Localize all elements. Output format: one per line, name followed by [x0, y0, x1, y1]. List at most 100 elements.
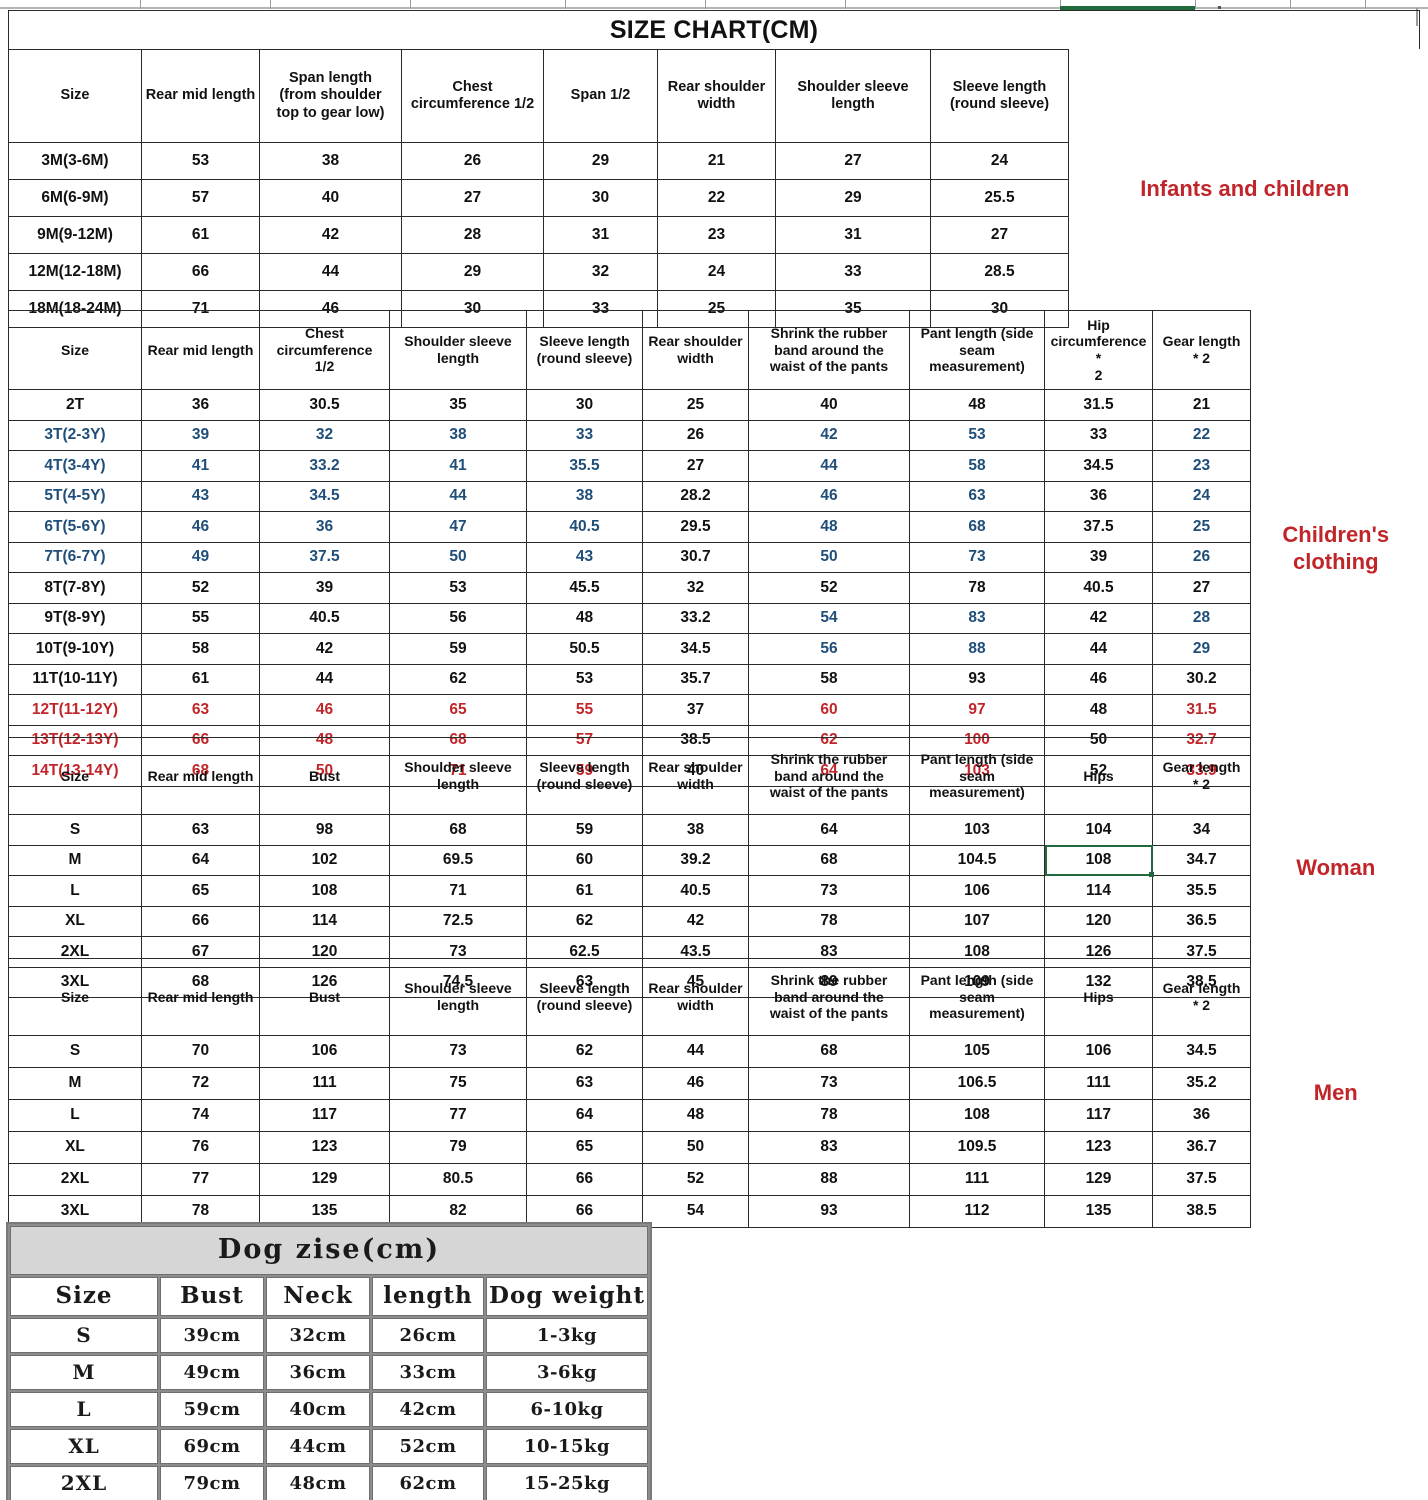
measurement-cell[interactable]: 57	[141, 179, 260, 217]
measurement-cell[interactable]: 97	[909, 694, 1045, 726]
measurement-cell[interactable]: 66	[141, 905, 260, 937]
measurement-cell[interactable]: 26	[642, 419, 749, 451]
measurement-cell[interactable]: 24	[657, 253, 776, 291]
dog-column-header[interactable]: length	[372, 1277, 484, 1316]
measurement-cell[interactable]: 21	[1152, 389, 1251, 421]
measurement-cell[interactable]: 46	[1044, 663, 1153, 695]
column-header[interactable]: Sleeve length (round sleeve)	[526, 737, 643, 815]
measurement-cell[interactable]: 114	[259, 905, 390, 937]
measurement-cell[interactable]: 22	[1152, 419, 1251, 451]
measurement-cell[interactable]: 39.2	[642, 844, 749, 876]
size-label-cell[interactable]: 8T(7-8Y)	[8, 572, 142, 604]
column-header[interactable]: Gear length * 2	[1152, 310, 1251, 390]
measurement-cell[interactable]: 111	[909, 1163, 1045, 1196]
measurement-cell[interactable]: 66	[141, 253, 260, 291]
dog-measurement-cell[interactable]: 49cm	[160, 1355, 264, 1390]
measurement-cell[interactable]: 62	[526, 905, 643, 937]
measurement-cell[interactable]: 34.5	[1044, 450, 1153, 482]
measurement-cell[interactable]: 40.5	[526, 511, 643, 543]
dog-size-label-cell[interactable]: S	[10, 1318, 158, 1353]
measurement-cell[interactable]: 28.2	[642, 480, 749, 512]
dog-size-label-cell[interactable]: L	[10, 1392, 158, 1427]
measurement-cell[interactable]: 40	[748, 389, 910, 421]
measurement-cell[interactable]: 53	[389, 572, 527, 604]
measurement-cell[interactable]: 33	[1044, 419, 1153, 451]
measurement-cell[interactable]: 29	[1152, 633, 1251, 665]
measurement-cell[interactable]: 83	[909, 602, 1045, 634]
measurement-cell[interactable]: 26	[1152, 541, 1251, 573]
column-header[interactable]: Sleeve length (round sleeve)	[526, 958, 643, 1036]
measurement-cell[interactable]: 111	[1044, 1067, 1153, 1100]
measurement-cell[interactable]: 36	[1044, 480, 1153, 512]
measurement-cell[interactable]: 40.5	[642, 875, 749, 907]
measurement-cell[interactable]: 36	[1152, 1099, 1251, 1132]
measurement-cell[interactable]: 50	[642, 1131, 749, 1164]
measurement-cell[interactable]: 58	[141, 633, 260, 665]
dog-column-header[interactable]: Neck	[266, 1277, 370, 1316]
measurement-cell[interactable]: 68	[748, 844, 910, 876]
measurement-cell[interactable]: 35.2	[1152, 1067, 1251, 1100]
measurement-cell[interactable]: 68	[909, 511, 1045, 543]
measurement-cell[interactable]: 54	[748, 602, 910, 634]
column-header[interactable]: Pant length (side seam measurement)	[909, 737, 1045, 815]
measurement-cell[interactable]: 28	[401, 216, 544, 254]
size-label-cell[interactable]: 11T(10-11Y)	[8, 663, 142, 695]
measurement-cell[interactable]: 43	[526, 541, 643, 573]
measurement-cell[interactable]: 50	[748, 541, 910, 573]
measurement-cell[interactable]: 32	[642, 572, 749, 604]
measurement-cell[interactable]: 64	[526, 1099, 643, 1132]
column-header[interactable]: Size	[8, 958, 142, 1036]
measurement-cell[interactable]: 38	[259, 142, 402, 180]
size-label-cell[interactable]: 6T(5-6Y)	[8, 511, 142, 543]
dog-measurement-cell[interactable]: 52cm	[372, 1429, 484, 1464]
dog-measurement-cell[interactable]: 48cm	[266, 1466, 370, 1500]
column-header[interactable]: Hip circumference * 2	[1044, 310, 1153, 390]
size-label-cell[interactable]: 12T(11-12Y)	[8, 694, 142, 726]
measurement-cell[interactable]: 98	[259, 814, 390, 846]
measurement-cell[interactable]: 66	[526, 1163, 643, 1196]
measurement-cell[interactable]: 68	[748, 1035, 910, 1068]
column-header[interactable]: Size	[8, 737, 142, 815]
measurement-cell[interactable]: 41	[389, 450, 527, 482]
dog-measurement-cell[interactable]: 39cm	[160, 1318, 264, 1353]
dog-measurement-cell[interactable]: 36cm	[266, 1355, 370, 1390]
measurement-cell[interactable]: 44	[259, 253, 402, 291]
column-header[interactable]: Span 1/2	[543, 49, 658, 143]
measurement-cell[interactable]: 44	[389, 480, 527, 512]
measurement-cell[interactable]: 34.5	[1152, 1035, 1251, 1068]
measurement-cell[interactable]: 102	[259, 844, 390, 876]
measurement-cell[interactable]: 44	[259, 663, 390, 695]
measurement-cell[interactable]: 78	[748, 905, 910, 937]
measurement-cell[interactable]: 36.7	[1152, 1131, 1251, 1164]
size-label-cell[interactable]: 3T(2-3Y)	[8, 419, 142, 451]
measurement-cell[interactable]: 63	[909, 480, 1045, 512]
dog-size-label-cell[interactable]: 2XL	[10, 1466, 158, 1500]
measurement-cell[interactable]: 108	[909, 1099, 1045, 1132]
measurement-cell[interactable]: 25.5	[930, 179, 1069, 217]
measurement-cell[interactable]: 36	[259, 511, 390, 543]
measurement-cell[interactable]: 44	[748, 450, 910, 482]
measurement-cell[interactable]: 25	[642, 389, 749, 421]
measurement-cell[interactable]: 37	[642, 694, 749, 726]
measurement-cell[interactable]: 63	[526, 1067, 643, 1100]
measurement-cell[interactable]: 45.5	[526, 572, 643, 604]
size-label-cell[interactable]: S	[8, 1035, 142, 1068]
measurement-cell[interactable]: 42	[642, 905, 749, 937]
column-header[interactable]: Chest circumference 1/2	[259, 310, 390, 390]
dog-measurement-cell[interactable]: 69cm	[160, 1429, 264, 1464]
measurement-cell[interactable]: 34.5	[642, 633, 749, 665]
measurement-cell[interactable]: 39	[141, 419, 260, 451]
size-label-cell[interactable]: 7T(6-7Y)	[8, 541, 142, 573]
measurement-cell[interactable]: 27	[642, 450, 749, 482]
measurement-cell[interactable]: 30.5	[259, 389, 390, 421]
dog-measurement-cell[interactable]: 44cm	[266, 1429, 370, 1464]
measurement-cell[interactable]: 48	[642, 1099, 749, 1132]
measurement-cell[interactable]: 58	[748, 663, 910, 695]
measurement-cell[interactable]: 49	[141, 541, 260, 573]
measurement-cell[interactable]: 93	[748, 1195, 910, 1228]
measurement-cell[interactable]: 107	[909, 905, 1045, 937]
size-label-cell[interactable]: L	[8, 875, 142, 907]
measurement-cell[interactable]: 61	[526, 875, 643, 907]
measurement-cell[interactable]: 40	[259, 179, 402, 217]
measurement-cell[interactable]: 60	[526, 844, 643, 876]
